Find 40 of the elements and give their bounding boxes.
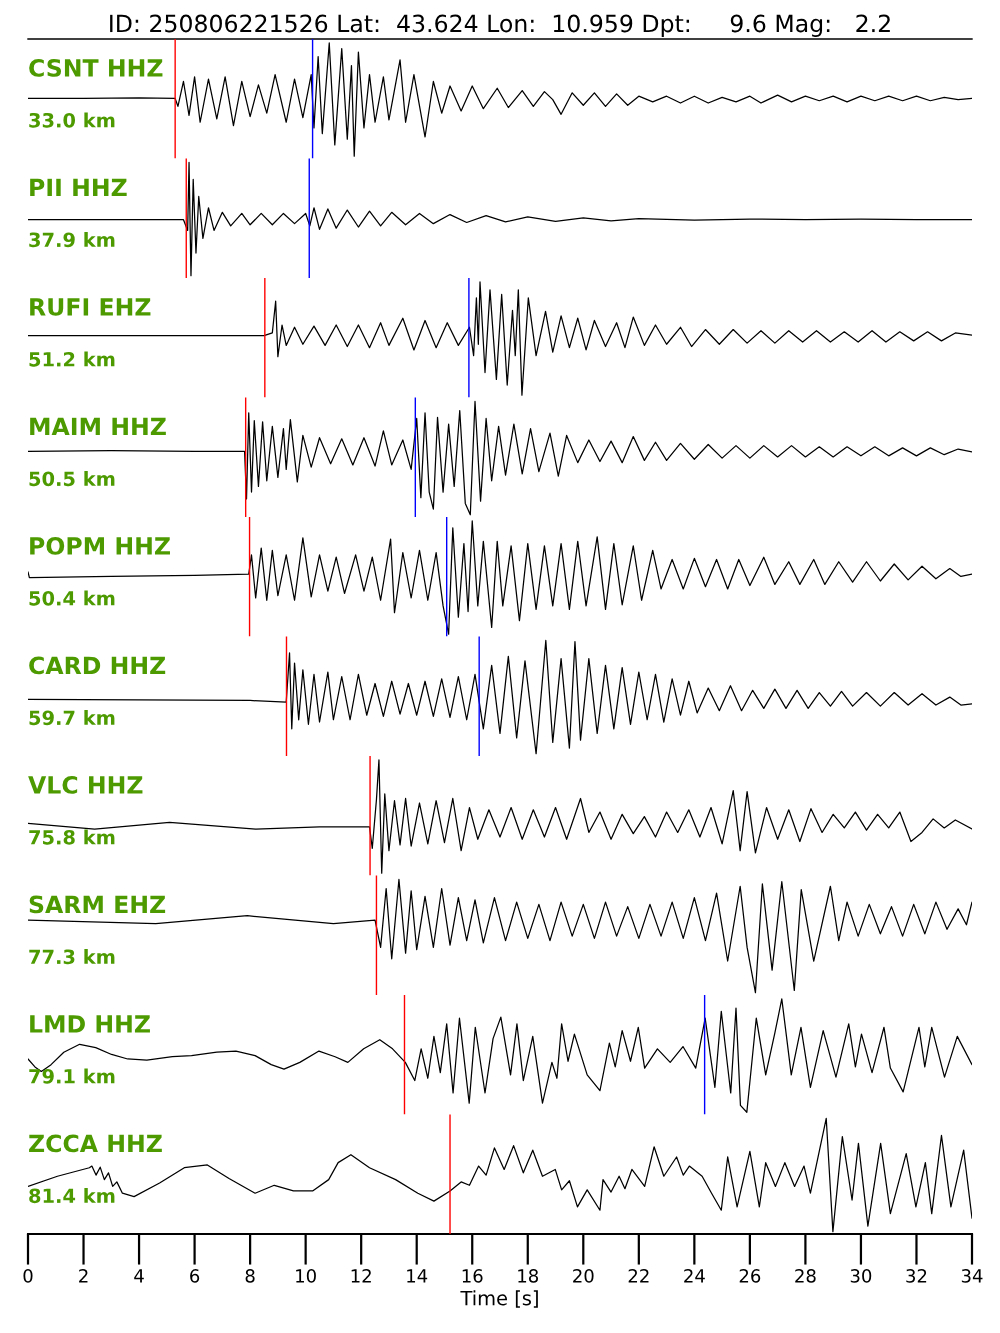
annotation: ZCCA HHZ <box>29 1134 162 1153</box>
annotation: 51.2 km <box>29 351 115 367</box>
annotation: 50.5 km <box>29 471 115 487</box>
annotation: 33.0 km <box>29 112 115 128</box>
annotation: 79.1 km <box>29 1068 115 1084</box>
chart-title: ID: 250806221526 Lat: 43.624 Lon: 10.959 Dpt: 9.6 Mag: 2.2 <box>110 14 890 37</box>
x-tick-label: 4 <box>134 1269 144 1283</box>
annotation: 50.4 km <box>29 590 115 606</box>
x-tick-label: 0 <box>23 1269 33 1283</box>
annotation: 75.8 km <box>29 829 115 845</box>
annotation: CSNT HHZ <box>29 58 163 77</box>
x-tick-label: 14 <box>407 1269 428 1283</box>
x-tick-label: 6 <box>190 1269 200 1283</box>
x-tick-label: 26 <box>739 1269 761 1283</box>
x-tick-label: 10 <box>296 1269 316 1283</box>
x-tick-label: 28 <box>795 1269 816 1283</box>
annotation: LMD HHZ <box>30 1015 150 1033</box>
annotation: 59.7 km <box>29 710 115 726</box>
annotation: CARD HHZ <box>29 656 166 675</box>
annotation: POPM HHZ <box>30 536 170 555</box>
annotation: RUFI EHZ <box>30 298 151 316</box>
x-tick-label: 16 <box>462 1269 483 1283</box>
x-tick-label: 12 <box>351 1269 371 1283</box>
x-tick-label: 22 <box>628 1269 649 1283</box>
annotation: 81.4 km <box>29 1188 115 1204</box>
x-tick-label: 24 <box>684 1269 705 1283</box>
annotation: MAIM HHZ <box>30 417 166 436</box>
x-tick-label: 30 <box>850 1269 872 1283</box>
annotation: 77.3 km <box>29 949 115 965</box>
x-tick-label: 34 <box>961 1269 983 1283</box>
x-tick-label: 32 <box>906 1269 927 1283</box>
annotation: 37.9 km <box>29 232 115 248</box>
x-tick-label: 8 <box>245 1269 255 1283</box>
x-tick-label: 18 <box>518 1269 539 1283</box>
annotation: SARM EHZ <box>29 895 166 914</box>
annotation: VLC HHZ <box>28 775 143 794</box>
x-axis-title: Time [s] <box>460 1290 538 1308</box>
x-tick-label: 2 <box>79 1269 88 1283</box>
x-tick-label: 20 <box>573 1269 594 1283</box>
annotation: PII HHZ <box>30 178 127 197</box>
